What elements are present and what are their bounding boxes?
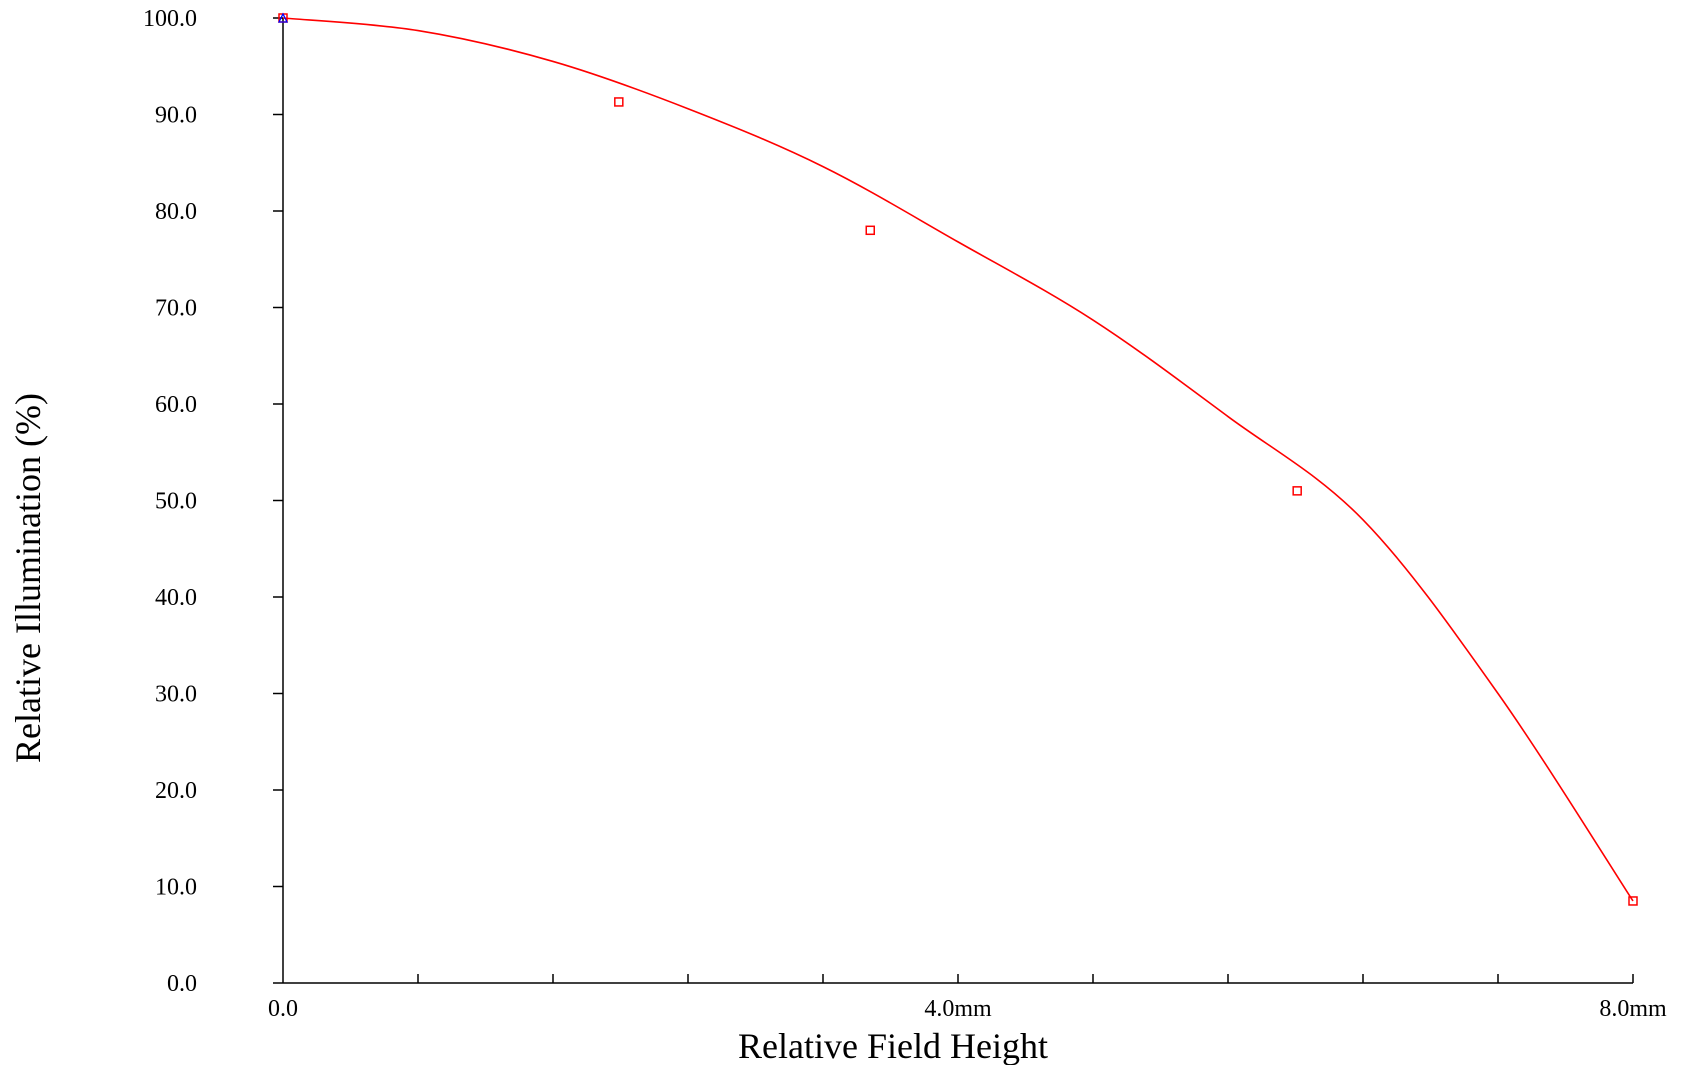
- y-tick-label: 40.0: [155, 585, 197, 611]
- series-group: [282, 17, 1634, 902]
- x-axis-title: Relative Field Height: [738, 1026, 1048, 1065]
- reference-marker: [277, 12, 289, 23]
- data-marker: [1292, 486, 1302, 496]
- y-tick-label: 10.0: [155, 875, 197, 901]
- data-marker: [614, 97, 624, 107]
- data-marker: [865, 225, 875, 236]
- y-tick-label: 80.0: [155, 199, 197, 225]
- y-tick-label: 100.0: [143, 6, 197, 32]
- data-marker: [1628, 896, 1638, 906]
- series-line: [282, 17, 1634, 902]
- y-axis-ticks: 0.0 10.0 20.0 30.0 40.0 50.0 60.0 70.0 80.0 90.0 1…: [143, 6, 283, 997]
- y-tick-label: 70.0: [155, 296, 197, 322]
- x-tick-label: 4.0mm: [924, 996, 992, 1022]
- y-tick-label: 50.0: [155, 489, 197, 515]
- y-axis-title: Relative Illumination (%): [8, 393, 48, 763]
- y-tick-label: 0.0: [167, 971, 197, 997]
- y-tick-label: 60.0: [155, 392, 197, 418]
- axes: [282, 18, 1633, 984]
- x-tick-label: 8.0mm: [1599, 996, 1667, 1022]
- y-tick-label: 90.0: [155, 103, 197, 129]
- y-tick-label: 20.0: [155, 778, 197, 804]
- x-axis-ticks: 0.0 4.0mm 8.0mm: [268, 974, 1667, 1022]
- y-tick-label: 30.0: [155, 682, 197, 708]
- markers-group: [277, 12, 1638, 906]
- x-tick-label: 0.0: [268, 996, 298, 1022]
